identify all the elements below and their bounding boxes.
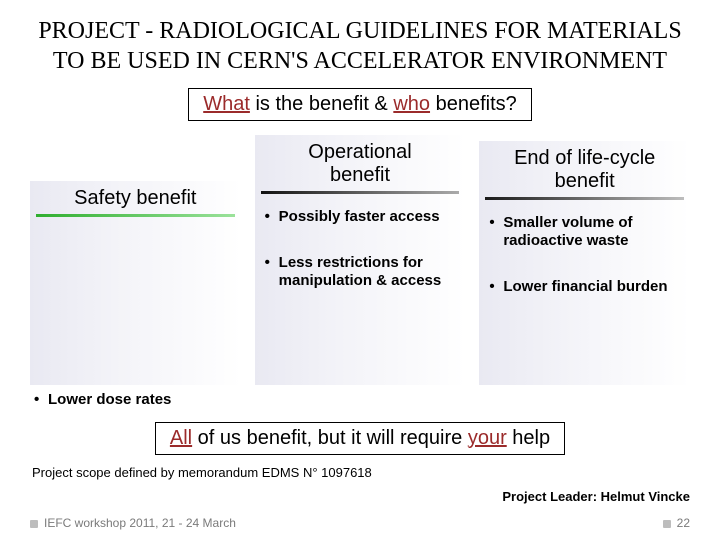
safety-bullet-outside: Lower dose rates	[34, 391, 241, 408]
operational-bullets: Possibly faster access Less restrictions…	[265, 208, 456, 290]
bottom-text-2: help	[507, 427, 550, 449]
bottom-your: your	[468, 427, 507, 449]
column-endoflife-title-l1: End of life-cycle	[514, 147, 655, 169]
footer-left-text: IEFC workshop 2011, 21 - 24 March	[44, 516, 236, 530]
scope-text: Project scope defined by memorandum EDMS…	[32, 465, 690, 480]
project-leader: Project Leader: Helmut Vincke	[502, 489, 690, 504]
column-operational: Operational benefit Possibly faster acce…	[255, 135, 466, 385]
column-operational-title-l2: benefit	[330, 164, 390, 186]
footer-dot-icon	[663, 520, 671, 528]
accent-bar-endoflife	[485, 197, 684, 200]
accent-bar-safety	[36, 214, 235, 217]
question-text-2: benefits?	[430, 93, 517, 115]
column-endoflife-title-l2: benefit	[555, 170, 615, 192]
question-text-1: is the benefit &	[250, 93, 393, 115]
column-safety: Safety benefit	[30, 181, 241, 385]
footer-left: IEFC workshop 2011, 21 - 24 March	[30, 516, 236, 530]
column-safety-title-text: Safety benefit	[74, 187, 196, 209]
page-title: PROJECT - RADIOLOGICAL GUIDELINES FOR MA…	[30, 16, 690, 76]
endoflife-bullets: Smaller volume of radioactive waste Lowe…	[489, 214, 680, 296]
list-item: Smaller volume of radioactive waste	[489, 214, 680, 250]
footer-right: 22	[663, 516, 690, 530]
footer-dot-icon	[30, 520, 38, 528]
list-item: Less restrictions for manipulation & acc…	[265, 254, 456, 290]
list-item: Possibly faster access	[265, 208, 456, 226]
question-what: What	[203, 93, 250, 115]
accent-bar-operational	[261, 191, 460, 194]
question-who: who	[393, 93, 430, 115]
column-endoflife-title: End of life-cycle benefit	[479, 141, 690, 206]
footer-page-number: 22	[677, 516, 690, 530]
columns: Safety benefit Lower dose rates Operatio…	[30, 135, 690, 408]
slide: PROJECT - RADIOLOGICAL GUIDELINES FOR MA…	[0, 0, 720, 540]
bottom-all: All	[170, 427, 192, 449]
question-box: What is the benefit & who benefits?	[188, 88, 532, 121]
bottom-box: All of us benefit, but it will require y…	[155, 422, 565, 455]
bottom-text-1: of us benefit, but it will require	[192, 427, 468, 449]
column-operational-title-l1: Operational	[308, 141, 411, 163]
column-operational-title: Operational benefit	[255, 135, 466, 200]
footer: IEFC workshop 2011, 21 - 24 March 22	[30, 516, 690, 530]
column-endoflife: End of life-cycle benefit Smaller volume…	[479, 141, 690, 385]
list-item: Lower financial burden	[489, 278, 680, 296]
column-safety-title: Safety benefit	[30, 181, 241, 223]
